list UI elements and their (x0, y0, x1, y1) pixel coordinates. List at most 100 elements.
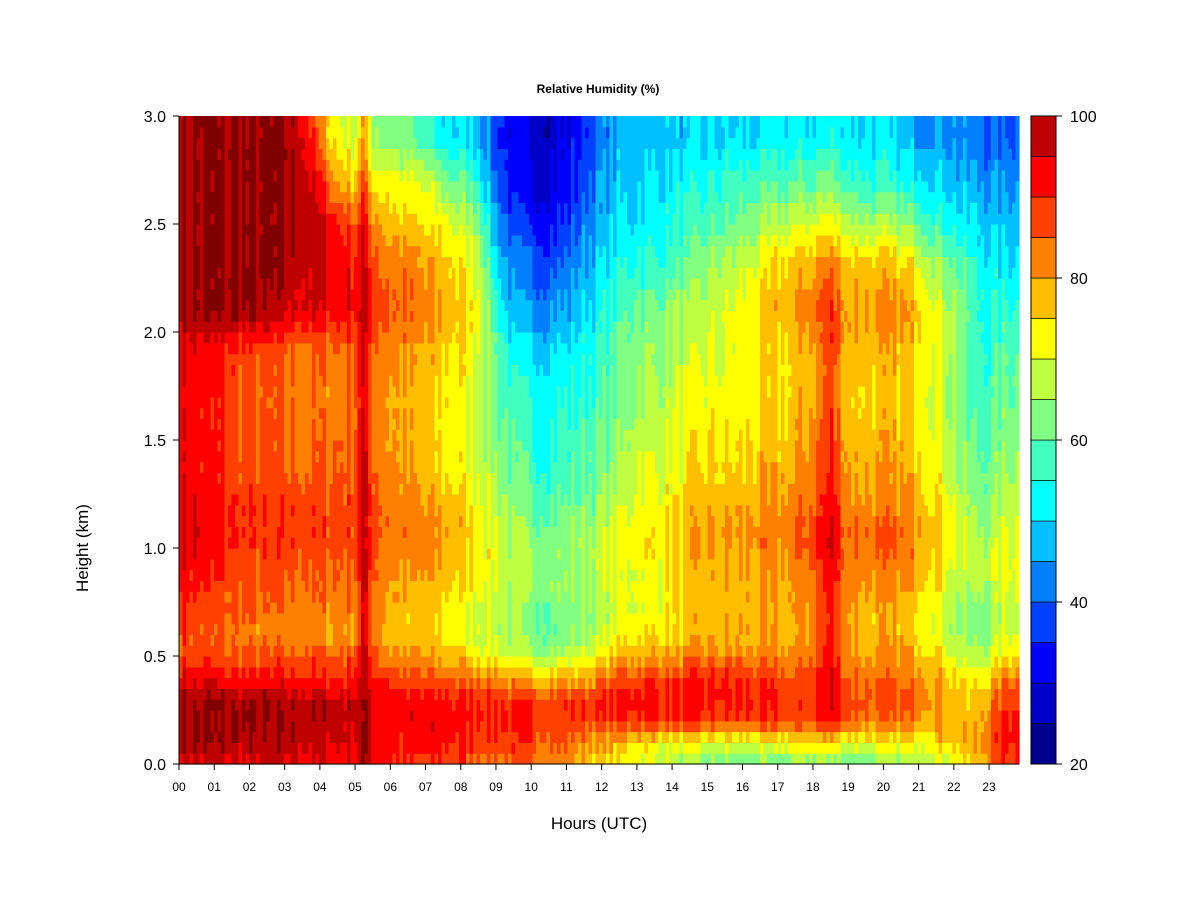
heatmap-cell (193, 558, 198, 571)
heatmap-cell (396, 461, 401, 473)
heatmap-cell (431, 342, 436, 355)
heatmap-cell (186, 645, 191, 657)
heatmap-cell (200, 666, 205, 679)
heatmap-cell (179, 699, 184, 711)
heatmap-cell (448, 288, 453, 301)
heatmap-cell (196, 288, 201, 301)
heatmap-cell (280, 634, 285, 646)
heatmap-cell (441, 677, 446, 689)
heatmap-cell (326, 310, 331, 322)
heatmap-cell (193, 386, 198, 398)
heatmap-cell (462, 256, 467, 268)
heatmap-cell (364, 731, 369, 743)
heatmap-cell (235, 720, 240, 733)
heatmap-cell (217, 461, 222, 473)
heatmap-cell (308, 569, 313, 581)
heatmap-cell (462, 569, 467, 581)
heatmap-cell (305, 278, 310, 290)
heatmap-cell (357, 267, 362, 279)
heatmap-cell (277, 612, 282, 625)
heatmap-cell (259, 418, 264, 430)
heatmap-cell (287, 450, 292, 463)
heatmap-cell (224, 386, 229, 398)
heatmap-cell (273, 180, 278, 193)
heatmap-cell (431, 753, 436, 765)
heatmap-cell (242, 623, 247, 635)
heatmap-cell (364, 267, 369, 279)
heatmap-cell (238, 494, 243, 506)
heatmap-cell (382, 234, 387, 247)
heatmap-cell (217, 623, 222, 635)
heatmap-cell (466, 137, 471, 149)
heatmap-cell (459, 515, 464, 527)
heatmap-cell (431, 558, 436, 571)
heatmap-cell (350, 137, 355, 149)
heatmap-cell (252, 170, 257, 182)
heatmap-cell (298, 699, 303, 711)
heatmap-cell (263, 202, 268, 214)
heatmap-cell (441, 159, 446, 171)
heatmap-cell (256, 472, 261, 484)
heatmap-cell (179, 494, 184, 506)
heatmap-cell (441, 526, 446, 538)
heatmap-cell (336, 418, 341, 430)
heatmap-cell (347, 321, 352, 333)
heatmap-cell (361, 558, 366, 571)
heatmap-cell (420, 526, 425, 538)
heatmap-cell (231, 418, 236, 430)
heatmap-cell (214, 548, 219, 560)
heatmap-cell (273, 688, 278, 700)
heatmap-cell (448, 645, 453, 657)
heatmap-cell (375, 407, 380, 419)
heatmap-cell (298, 126, 303, 139)
heatmap-cell (266, 515, 271, 527)
heatmap-cell (382, 245, 387, 257)
heatmap-cell (403, 180, 408, 193)
heatmap-cell (228, 699, 233, 711)
heatmap-cell (291, 170, 296, 182)
heatmap-cell (455, 623, 460, 635)
heatmap-cell (371, 126, 376, 139)
heatmap-cell (340, 332, 345, 344)
heatmap-cell (333, 224, 338, 236)
heatmap-cell (284, 396, 289, 409)
heatmap-cell (375, 278, 380, 290)
heatmap-cell (333, 591, 338, 603)
heatmap-cell (441, 699, 446, 711)
heatmap-cell (399, 267, 404, 279)
heatmap-cell (203, 170, 208, 182)
heatmap-cell (399, 526, 404, 538)
heatmap-cell (200, 332, 205, 344)
heatmap-cell (291, 623, 296, 635)
heatmap-cell (361, 364, 366, 376)
heatmap-cell (270, 450, 275, 463)
heatmap-cell (193, 753, 198, 765)
heatmap-cell (308, 461, 313, 473)
heatmap-cell (270, 288, 275, 301)
heatmap-cell (193, 332, 198, 344)
heatmap-cell (434, 126, 439, 139)
heatmap-cell (245, 504, 250, 517)
heatmap-cell (326, 634, 331, 646)
heatmap-cell (301, 310, 306, 322)
heatmap-cell (420, 504, 425, 517)
heatmap-cell (361, 580, 366, 592)
heatmap-cell (326, 710, 331, 722)
heatmap-cell (392, 234, 397, 247)
heatmap-cell (182, 720, 187, 733)
heatmap-cell (179, 299, 184, 311)
heatmap-cell (452, 180, 457, 193)
heatmap-cell (368, 494, 373, 506)
heatmap-cell (329, 710, 334, 722)
heatmap-cell (357, 342, 362, 355)
heatmap-cell (277, 504, 282, 517)
heatmap-cell (350, 224, 355, 236)
heatmap-cell (284, 602, 289, 614)
heatmap-cell (368, 256, 373, 268)
heatmap-cell (347, 332, 352, 344)
heatmap-cell (231, 537, 236, 549)
heatmap-cell (238, 450, 243, 463)
heatmap-cell (354, 148, 359, 160)
heatmap-cell (224, 666, 229, 679)
heatmap-cell (242, 278, 247, 290)
